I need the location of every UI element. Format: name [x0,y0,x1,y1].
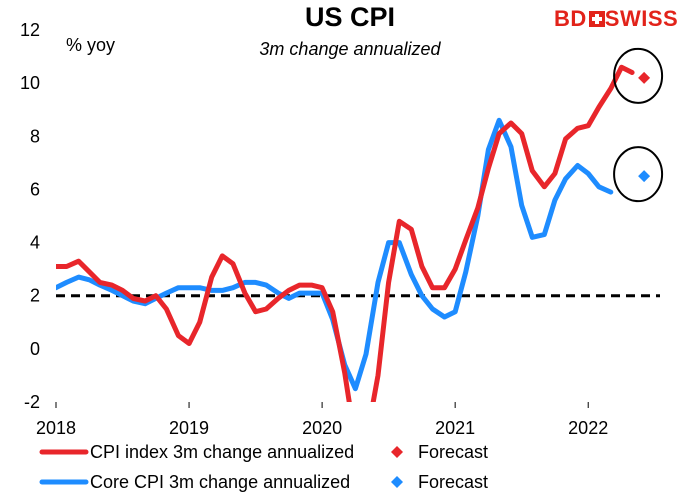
bdswiss-logo: BD SWISS [554,6,678,32]
y-tick-label: -2 [24,392,40,412]
swiss-cross-icon [588,11,605,27]
y-axis-ticks: -2 0 2 4 6 8 10 12 [20,20,40,412]
x-tick-label: 2018 [36,418,76,438]
legend-label: Forecast [418,472,488,492]
x-tick-label: 2022 [568,418,608,438]
cpi-series-line [56,64,635,402]
cpi-forecast-marker [638,71,651,84]
y-tick-label: 10 [20,73,40,93]
core-forecast-circle [613,146,664,203]
legend-label: CPI index 3m change annualized [90,442,354,462]
legend-diamond-swatch [391,446,403,458]
series-group [56,64,635,402]
forecast-group [613,47,664,203]
legend-label: Core CPI 3m change annualized [90,472,350,492]
x-tick-label: 2020 [302,418,342,438]
y-tick-label: 2 [30,286,40,306]
x-axis-ticks: 2018 2019 2020 2021 2022 [36,402,608,438]
legend-label: Forecast [418,442,488,462]
chart-subtitle: 3m change annualized [259,39,441,59]
x-tick-label: 2019 [169,418,209,438]
core-forecast-marker [638,170,651,183]
logo-text-bd: BD [554,6,587,31]
logo-text-swiss: SWISS [604,6,679,31]
legend-diamond-swatch [391,476,403,488]
y-tick-label: 12 [20,20,40,40]
y-tick-label: 4 [30,233,40,253]
legend: CPI index 3m change annualized Forecast Co… [39,442,488,492]
cpi-forecast-circle [613,47,664,104]
chart-title: US CPI [304,2,396,32]
x-tick-label: 2021 [435,418,475,438]
y-tick-label: 6 [30,179,40,199]
y-axis-label: % yoy [66,35,116,55]
y-tick-label: 8 [30,126,40,146]
y-tick-label: 0 [30,339,40,359]
